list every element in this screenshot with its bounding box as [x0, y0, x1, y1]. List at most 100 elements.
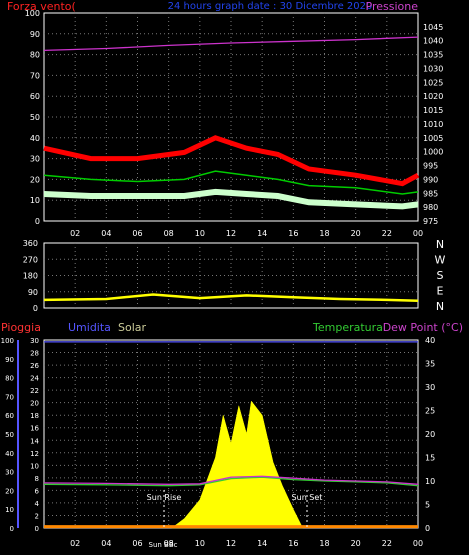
- x-tick-label: 16: [288, 539, 298, 548]
- y-right-tick-label: 975: [423, 217, 438, 226]
- y-tick-label: 180: [23, 272, 38, 281]
- wind-pressure-panel: 24 hours graph date : 30 Dicembre 2020 F…: [7, 0, 443, 238]
- rain-tick-label: 16: [30, 425, 39, 433]
- compass-label: W: [435, 254, 446, 267]
- x-ticks-3: 02 04 06 08 10 12 14 16 18 20 22 00: [70, 539, 423, 548]
- y-right-tick-label: 1035: [423, 51, 443, 60]
- rain-tick-label: 0: [35, 525, 39, 533]
- rain-tick-label: 28: [30, 350, 39, 358]
- humidity-tick-label: 70: [5, 393, 14, 401]
- humidity-tick-label: 10: [5, 506, 14, 514]
- y-right-ticks-1: 975 980 985 990 995 1000 1005 1010 1015 1020 1025 1…: [423, 23, 443, 226]
- x-tick-label: 18: [319, 539, 329, 548]
- temperature-tick-label: 10: [425, 477, 435, 486]
- rain-tick-label: 14: [30, 437, 39, 445]
- x-tick-label: 04: [101, 229, 111, 238]
- wind-direction-line: [43, 293, 419, 303]
- solar-area: [171, 400, 304, 529]
- y-right-tick-label: 1045: [423, 23, 443, 32]
- rain-tick-label: 6: [35, 487, 40, 495]
- y-right-tick-label: 1010: [423, 120, 443, 129]
- humidity-tick-label: 0: [10, 525, 14, 533]
- rain-tick-label: 2: [35, 512, 39, 520]
- y-right-tick-label: 985: [423, 189, 438, 198]
- x-tick-label: 08: [164, 539, 174, 548]
- wind-avg-line: [43, 170, 419, 195]
- x-tick-label: 04: [101, 539, 111, 548]
- wind-speed-line: [43, 188, 419, 210]
- temperature-tick-label: 0: [425, 524, 430, 533]
- grid-2: [44, 243, 418, 308]
- x-tick-label: 22: [382, 539, 392, 548]
- compass-label: N: [436, 238, 444, 251]
- rain-tick-label: 20: [30, 400, 39, 408]
- temperature-line: [43, 476, 419, 487]
- sun-bbc-label: Sun BBc: [149, 541, 178, 549]
- temperature-ticks: 0 5 10 15 20 25 30 35 40: [425, 336, 435, 533]
- sunrise-label: Sun Rise: [147, 493, 182, 502]
- rain-tick-label: 30: [30, 337, 39, 345]
- y-right-tick-label: 1025: [423, 78, 443, 87]
- dew-point-line: [43, 475, 419, 485]
- y-left-ticks-2: 0 90 180 270 360: [23, 239, 38, 313]
- y-right-tick-label: 1030: [423, 64, 443, 73]
- y-tick-label: 50: [30, 113, 40, 122]
- left-axis-label: Forza vento(: [7, 0, 76, 13]
- chart-title: 24 hours graph date : 30 Dicembre 2020: [168, 1, 373, 12]
- y-tick-label: 10: [30, 196, 40, 205]
- x-tick-label: 08: [164, 229, 174, 238]
- x-tick-label: 06: [132, 539, 142, 548]
- y-tick-label: 100: [25, 9, 40, 18]
- humidity-tick-label: 60: [5, 412, 14, 420]
- y-right-tick-label: 1020: [423, 92, 443, 101]
- rain-tick-label: 26: [30, 362, 39, 370]
- y-tick-label: 70: [30, 71, 40, 80]
- rain-tick-label: 24: [30, 375, 39, 383]
- compass-label: N: [436, 300, 444, 313]
- x-tick-label: 14: [257, 229, 267, 238]
- y-right-tick-label: 1040: [423, 37, 443, 46]
- rain-tick-label: 4: [35, 500, 40, 508]
- x-tick-label: 00: [413, 539, 423, 548]
- y-tick-label: 40: [30, 134, 40, 143]
- x-tick-label: 18: [319, 229, 329, 238]
- humidity-tick-label: 100: [1, 337, 14, 345]
- x-tick-label: 02: [70, 539, 80, 548]
- rain-tick-label: 8: [35, 475, 39, 483]
- y-right-tick-label: 995: [423, 162, 438, 171]
- x-ticks-1: 02 04 06 08 10 12 14 16 18 20 22 00: [70, 229, 423, 238]
- temperature-tick-label: 35: [425, 360, 435, 369]
- y-tick-label: 270: [23, 255, 38, 264]
- x-tick-label: 02: [70, 229, 80, 238]
- temperature-tick-label: 40: [425, 336, 435, 345]
- humidity-tick-label: 80: [5, 375, 14, 383]
- wind-gust-line: [43, 135, 420, 187]
- humidity-tick-label: 50: [5, 431, 14, 439]
- y-tick-label: 0: [33, 304, 38, 313]
- temperature-tick-label: 25: [425, 407, 435, 416]
- y-tick-label: 20: [30, 175, 40, 184]
- series-group-3: [43, 341, 419, 529]
- y-right-tick-label: 1005: [423, 134, 443, 143]
- x-tick-label: 10: [195, 229, 205, 238]
- humidity-tick-label: 90: [5, 356, 14, 364]
- x-tick-label: 12: [226, 539, 236, 548]
- rain-tick-label: 10: [30, 462, 39, 470]
- series-group-1: [43, 36, 420, 210]
- x-tick-label: 14: [257, 539, 267, 548]
- temp-rain-panel: Pioggia Umidita Solar Temperatura Dew Po…: [1, 321, 463, 549]
- y-tick-label: 30: [30, 155, 40, 164]
- y-tick-label: 60: [30, 92, 40, 101]
- right-axis-label: Pressione: [366, 0, 419, 13]
- rain-tick-label: 18: [30, 412, 39, 420]
- x-tick-label: 10: [195, 539, 205, 548]
- temperature-tick-label: 5: [425, 501, 430, 510]
- x-tick-label: 20: [351, 229, 361, 238]
- y-tick-label: 90: [30, 30, 40, 39]
- y-tick-label: 0: [35, 217, 40, 226]
- humidity-tick-label: 20: [5, 487, 14, 495]
